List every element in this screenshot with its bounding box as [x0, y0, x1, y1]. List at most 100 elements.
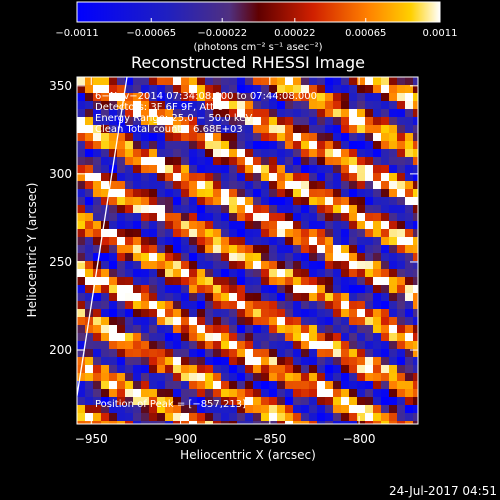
- heatmap-cell: [197, 301, 206, 310]
- heatmap-cell: [293, 357, 302, 366]
- heatmap-cell: [221, 101, 230, 110]
- heatmap-cell: [349, 173, 358, 182]
- heatmap-cell: [77, 373, 86, 382]
- heatmap-cell: [293, 181, 302, 190]
- heatmap-cell: [277, 293, 286, 302]
- heatmap-cell: [93, 101, 102, 110]
- heatmap-cell: [413, 213, 418, 222]
- heatmap-cell: [405, 285, 414, 294]
- heatmap-cell: [245, 221, 254, 230]
- heatmap-cell: [173, 125, 182, 134]
- heatmap-cell: [317, 341, 326, 350]
- heatmap-cell: [125, 309, 134, 318]
- heatmap-cell: [117, 349, 126, 358]
- heatmap-cell: [397, 285, 406, 294]
- heatmap-cell: [301, 309, 310, 318]
- heatmap-cell: [325, 373, 334, 382]
- heatmap-cell: [165, 85, 174, 94]
- heatmap-cell: [125, 341, 134, 350]
- heatmap-cell: [309, 197, 318, 206]
- heatmap-cell: [229, 373, 238, 382]
- heatmap-cell: [221, 397, 230, 406]
- heatmap-cell: [117, 149, 126, 158]
- heatmap-cell: [197, 85, 206, 94]
- heatmap-cell: [253, 325, 262, 334]
- heatmap-cell: [229, 413, 238, 422]
- heatmap-cell: [405, 189, 414, 198]
- heatmap-cell: [357, 349, 366, 358]
- heatmap-cell: [117, 101, 126, 110]
- heatmap-cell: [101, 229, 110, 238]
- heatmap-cell: [229, 229, 238, 238]
- heatmap-cell: [213, 181, 222, 190]
- heatmap-cell: [141, 77, 150, 86]
- heatmap-cell: [277, 125, 286, 134]
- heatmap-cell: [365, 397, 374, 406]
- heatmap-cell: [405, 381, 414, 390]
- heatmap-cell: [181, 237, 190, 246]
- heatmap-cell: [189, 197, 198, 206]
- heatmap-cell: [357, 341, 366, 350]
- heatmap-cell: [309, 77, 318, 86]
- heatmap-cell: [365, 317, 374, 326]
- heatmap-cell: [133, 157, 142, 166]
- heatmap-cell: [85, 125, 94, 134]
- heatmap-cell: [333, 325, 342, 334]
- heatmap-cell: [373, 101, 382, 110]
- heatmap-cell: [245, 325, 254, 334]
- heatmap-cell: [413, 117, 418, 126]
- heatmap-cell: [397, 389, 406, 398]
- heatmap-cell: [285, 229, 294, 238]
- heatmap-cell: [181, 389, 190, 398]
- heatmap-cell: [77, 125, 86, 134]
- heatmap-cell: [205, 405, 214, 414]
- heatmap-cell: [117, 389, 126, 398]
- heatmap-cell: [285, 101, 294, 110]
- heatmap-cell: [293, 229, 302, 238]
- heatmap-cell: [229, 341, 238, 350]
- heatmap-cell: [309, 333, 318, 342]
- heatmap-cell: [365, 357, 374, 366]
- heatmap-cell: [405, 309, 414, 318]
- heatmap-cell: [77, 421, 86, 424]
- heatmap-cell: [205, 213, 214, 222]
- heatmap-cell: [165, 101, 174, 110]
- heatmap-cell: [189, 405, 198, 414]
- heatmap-cell: [101, 77, 110, 86]
- heatmap-cell: [373, 173, 382, 182]
- heatmap-cell: [157, 397, 166, 406]
- heatmap-cell: [277, 317, 286, 326]
- heatmap-cell: [149, 301, 158, 310]
- heatmap-cell: [237, 173, 246, 182]
- heatmap-cell: [381, 277, 390, 286]
- heatmap-cell: [197, 101, 206, 110]
- heatmap-cell: [133, 221, 142, 230]
- heatmap-cell: [269, 293, 278, 302]
- heatmap-cell: [293, 301, 302, 310]
- heatmap-cell: [181, 229, 190, 238]
- heatmap-cell: [381, 213, 390, 222]
- heatmap-cell: [117, 373, 126, 382]
- heatmap-cell: [325, 141, 334, 150]
- heatmap-cell: [389, 125, 398, 134]
- heatmap-cell: [165, 365, 174, 374]
- heatmap-cell: [261, 389, 270, 398]
- heatmap-cell: [149, 405, 158, 414]
- heatmap-cell: [405, 421, 414, 424]
- heatmap-cell: [165, 117, 174, 126]
- heatmap-cell: [229, 389, 238, 398]
- heatmap-cell: [317, 157, 326, 166]
- heatmap-cell: [165, 149, 174, 158]
- heatmap-cell: [269, 101, 278, 110]
- heatmap-cell: [341, 109, 350, 118]
- heatmap-cell: [117, 173, 126, 182]
- heatmap-cell: [349, 141, 358, 150]
- heatmap-cell: [149, 333, 158, 342]
- heatmap-cell: [125, 205, 134, 214]
- heatmap-cell: [365, 389, 374, 398]
- heatmap-cell: [101, 269, 110, 278]
- heatmap-cell: [317, 309, 326, 318]
- heatmap-cell: [229, 173, 238, 182]
- heatmap-cell: [373, 397, 382, 406]
- heatmap-cell: [165, 237, 174, 246]
